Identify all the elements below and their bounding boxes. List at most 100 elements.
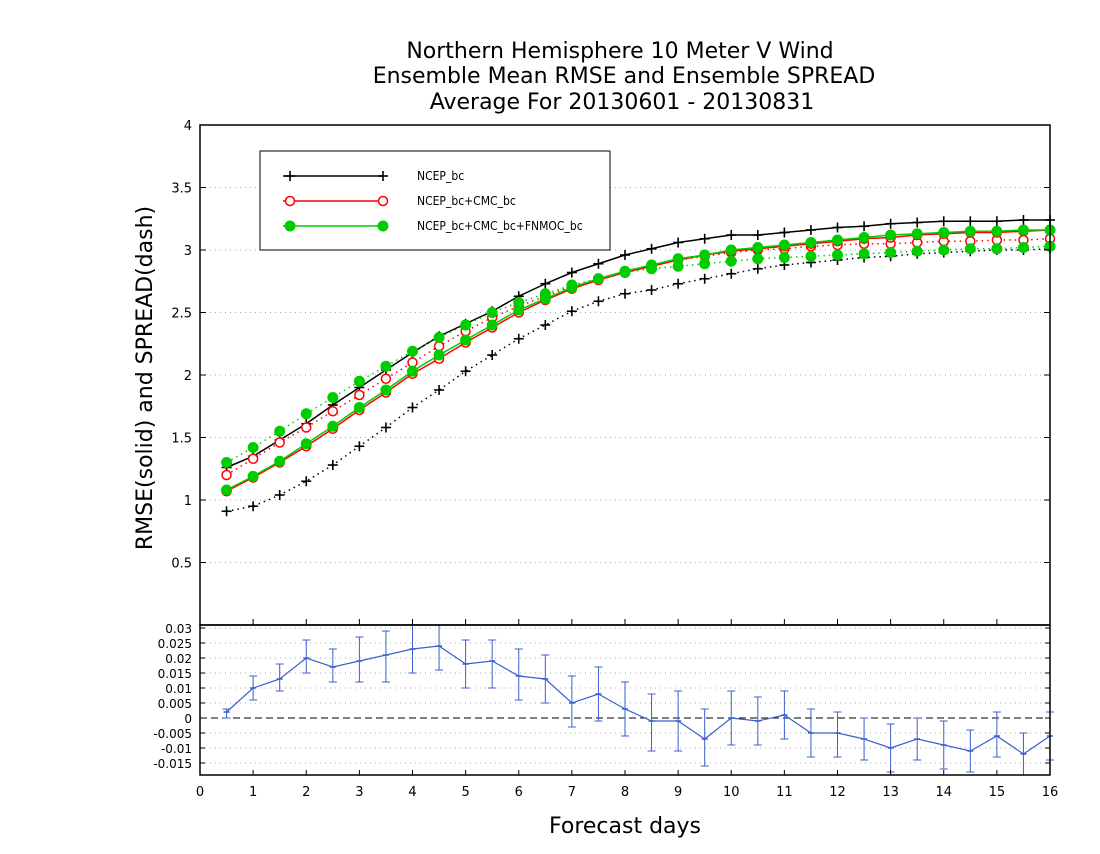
bottom-y-tick-label: 0 <box>184 712 192 726</box>
data-point-filled-circle <box>300 408 312 420</box>
data-point-filled-circle <box>725 244 737 256</box>
data-point-filled-circle <box>486 307 498 318</box>
data-point-filled-circle <box>938 244 950 256</box>
x-tick-label: 0 <box>196 785 204 800</box>
top-panel-series <box>221 215 1056 517</box>
data-point-filled-circle <box>327 420 339 432</box>
top-y-tick-label: 1.5 <box>171 432 192 447</box>
data-point-open-circle <box>380 373 392 384</box>
x-axis-title: Forecast days <box>549 814 701 839</box>
data-point-filled-circle <box>672 253 684 265</box>
x-tick-label: 13 <box>882 785 899 800</box>
x-tick-label: 6 <box>515 785 523 800</box>
data-point-filled-circle <box>911 245 923 257</box>
data-point-filled-circle <box>460 334 472 346</box>
data-point-filled-circle <box>221 484 233 496</box>
top-y-tick-label: 3.5 <box>171 182 192 197</box>
bottom-panel-series <box>222 624 1054 776</box>
data-point-open-circle <box>407 357 418 368</box>
spread-markers <box>221 243 1055 517</box>
x-tick-label: 3 <box>355 785 363 800</box>
data-point-filled-circle <box>539 293 551 305</box>
data-point-filled-circle <box>1017 242 1029 253</box>
data-point-filled-circle <box>433 349 445 361</box>
bottom-y-axis-ticks: 0.030.0250.020.0150.010.0050-0.005-0.01-… <box>153 622 1050 771</box>
data-point-filled-circle <box>460 319 472 331</box>
x-tick-label: 12 <box>829 785 846 800</box>
bottom-y-tick-label: 0.02 <box>165 652 192 666</box>
data-point-filled-circle <box>991 225 1003 237</box>
bottom-y-tick-label: 0.025 <box>158 637 192 651</box>
data-point-filled-circle <box>513 304 525 316</box>
x-tick-label: 4 <box>408 785 416 800</box>
data-point-filled-circle <box>274 425 286 437</box>
x-tick-label: 10 <box>723 785 740 800</box>
title-line-3: Average For 20130601 - 20130831 <box>430 90 815 115</box>
top-y-tick-label: 2.5 <box>171 307 192 322</box>
data-point-filled-circle <box>221 457 233 468</box>
data-point-filled-circle <box>938 227 950 238</box>
x-tick-label: 14 <box>935 785 952 800</box>
rmse-markers <box>221 224 1056 497</box>
x-tick-label: 15 <box>989 785 1006 800</box>
y-axis-title: RMSE(solid) and SPREAD(dash) <box>133 206 158 550</box>
title-line-2: Ensemble Mean RMSE and Ensemble SPREAD <box>373 64 876 89</box>
bottom-y-tick-label: 0.005 <box>158 697 192 711</box>
data-point-filled-circle <box>991 243 1003 255</box>
top-y-tick-label: 4 <box>184 119 192 134</box>
rmse-markers <box>221 224 1056 496</box>
data-point-filled-circle <box>274 455 286 467</box>
data-point-filled-circle <box>377 220 389 232</box>
data-point-filled-circle <box>486 319 498 331</box>
spread-line <box>226 245 1051 464</box>
data-point-filled-circle <box>407 365 418 377</box>
data-point-filled-circle <box>778 239 790 251</box>
data-point-open-circle <box>377 195 389 207</box>
bottom-y-tick-label: 0.01 <box>165 682 192 696</box>
data-point-filled-circle <box>300 438 312 450</box>
data-point-filled-circle <box>353 402 365 413</box>
legend-label: NCEP_bc+CMC_bc <box>417 194 516 208</box>
data-point-filled-circle <box>353 375 365 387</box>
data-point-filled-circle <box>592 273 604 285</box>
bottom-y-tick-label: -0.01 <box>161 742 192 756</box>
top-y-tick-label: 3 <box>184 244 192 259</box>
title-line-1: Northern Hemisphere 10 Meter V Wind <box>406 39 833 64</box>
data-point-filled-circle <box>832 249 843 261</box>
data-point-filled-circle <box>752 253 764 265</box>
top-y-tick-label: 1 <box>184 494 192 509</box>
data-point-open-circle <box>354 389 365 401</box>
series-1 <box>221 224 1056 497</box>
data-point-open-circle <box>301 422 312 433</box>
data-point-filled-circle <box>699 249 711 261</box>
spread-line <box>226 248 1051 512</box>
data-point-filled-circle <box>885 247 897 258</box>
legend-label: NCEP_bc+CMC_bc+FNMOC_bc <box>417 219 583 233</box>
data-point-filled-circle <box>778 252 790 263</box>
series-2 <box>221 224 1056 496</box>
x-tick-label: 2 <box>302 785 310 800</box>
data-point-filled-circle <box>566 282 578 293</box>
series-0 <box>221 215 1055 517</box>
data-point-filled-circle <box>646 259 658 271</box>
top-y-tick-label: 2 <box>184 369 192 384</box>
x-tick-label: 11 <box>776 785 793 800</box>
data-point-filled-circle <box>752 242 764 253</box>
data-point-filled-circle <box>619 265 631 277</box>
data-point-filled-circle <box>380 384 392 396</box>
data-point-filled-circle <box>380 360 392 372</box>
data-point-filled-circle <box>284 220 296 232</box>
data-point-filled-circle <box>1017 224 1029 236</box>
x-tick-label: 5 <box>461 785 469 800</box>
data-point-filled-circle <box>327 392 339 403</box>
data-point-filled-circle <box>832 234 843 246</box>
data-point-open-circle <box>433 341 445 352</box>
data-point-open-circle <box>284 195 296 207</box>
chart-title: Northern Hemisphere 10 Meter V Wind Ense… <box>373 39 876 115</box>
x-tick-label: 1 <box>249 785 257 800</box>
rmse-line <box>226 219 1050 469</box>
difference-series-0 <box>222 624 1054 776</box>
data-point-open-circle <box>221 469 232 481</box>
data-point-filled-circle <box>964 243 976 255</box>
